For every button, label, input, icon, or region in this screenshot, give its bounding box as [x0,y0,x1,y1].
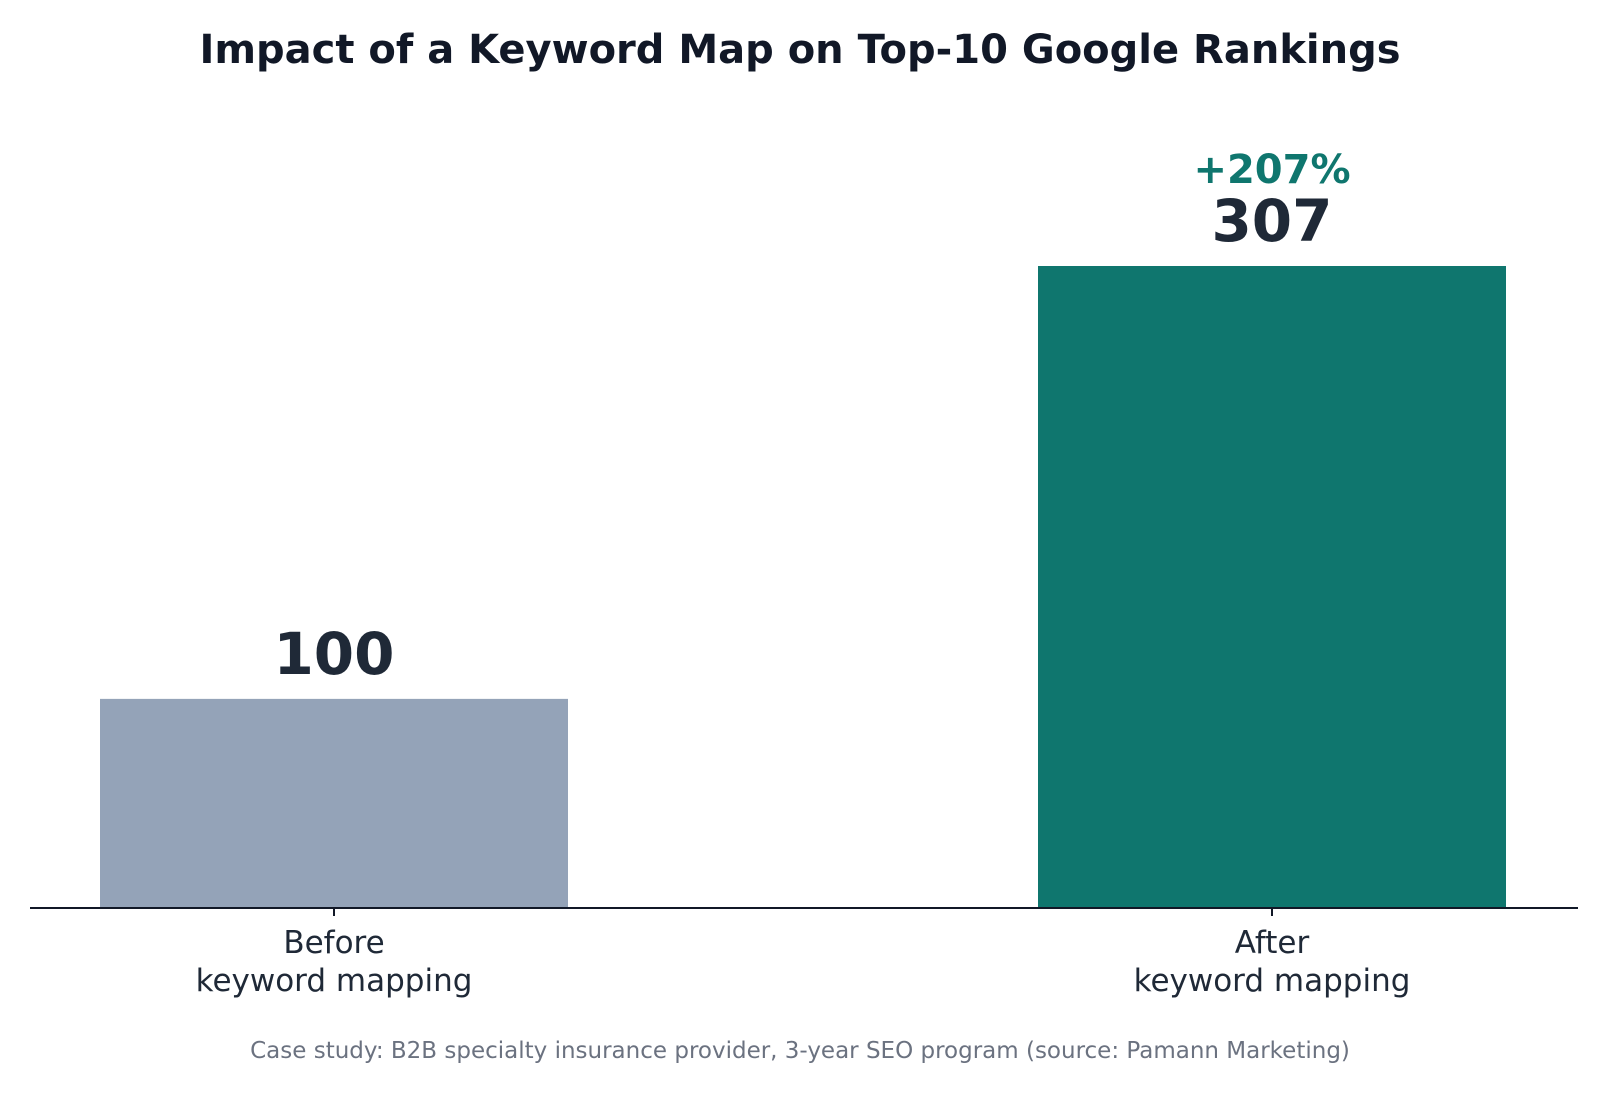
change-annotation: +207% [1193,147,1350,193]
x-axis-ticks: Before keyword mapping After keyword mappin… [196,908,1411,999]
chart-caption: Case study: B2B specialty insurance prov… [250,1038,1350,1064]
bar-0 [100,698,568,908]
value-labels: 100 307+207% [273,147,1350,688]
chart-title: Impact of a Keyword Map on Top-10 Google… [199,27,1400,73]
x-tick-label-1: After keyword mapping [1134,925,1411,999]
bars [100,266,1506,908]
bar-1 [1038,266,1506,908]
x-tick-label-0: Before keyword mapping [196,925,473,999]
value-label-0: 100 [273,620,394,688]
value-label-1: 307 [1211,187,1332,255]
